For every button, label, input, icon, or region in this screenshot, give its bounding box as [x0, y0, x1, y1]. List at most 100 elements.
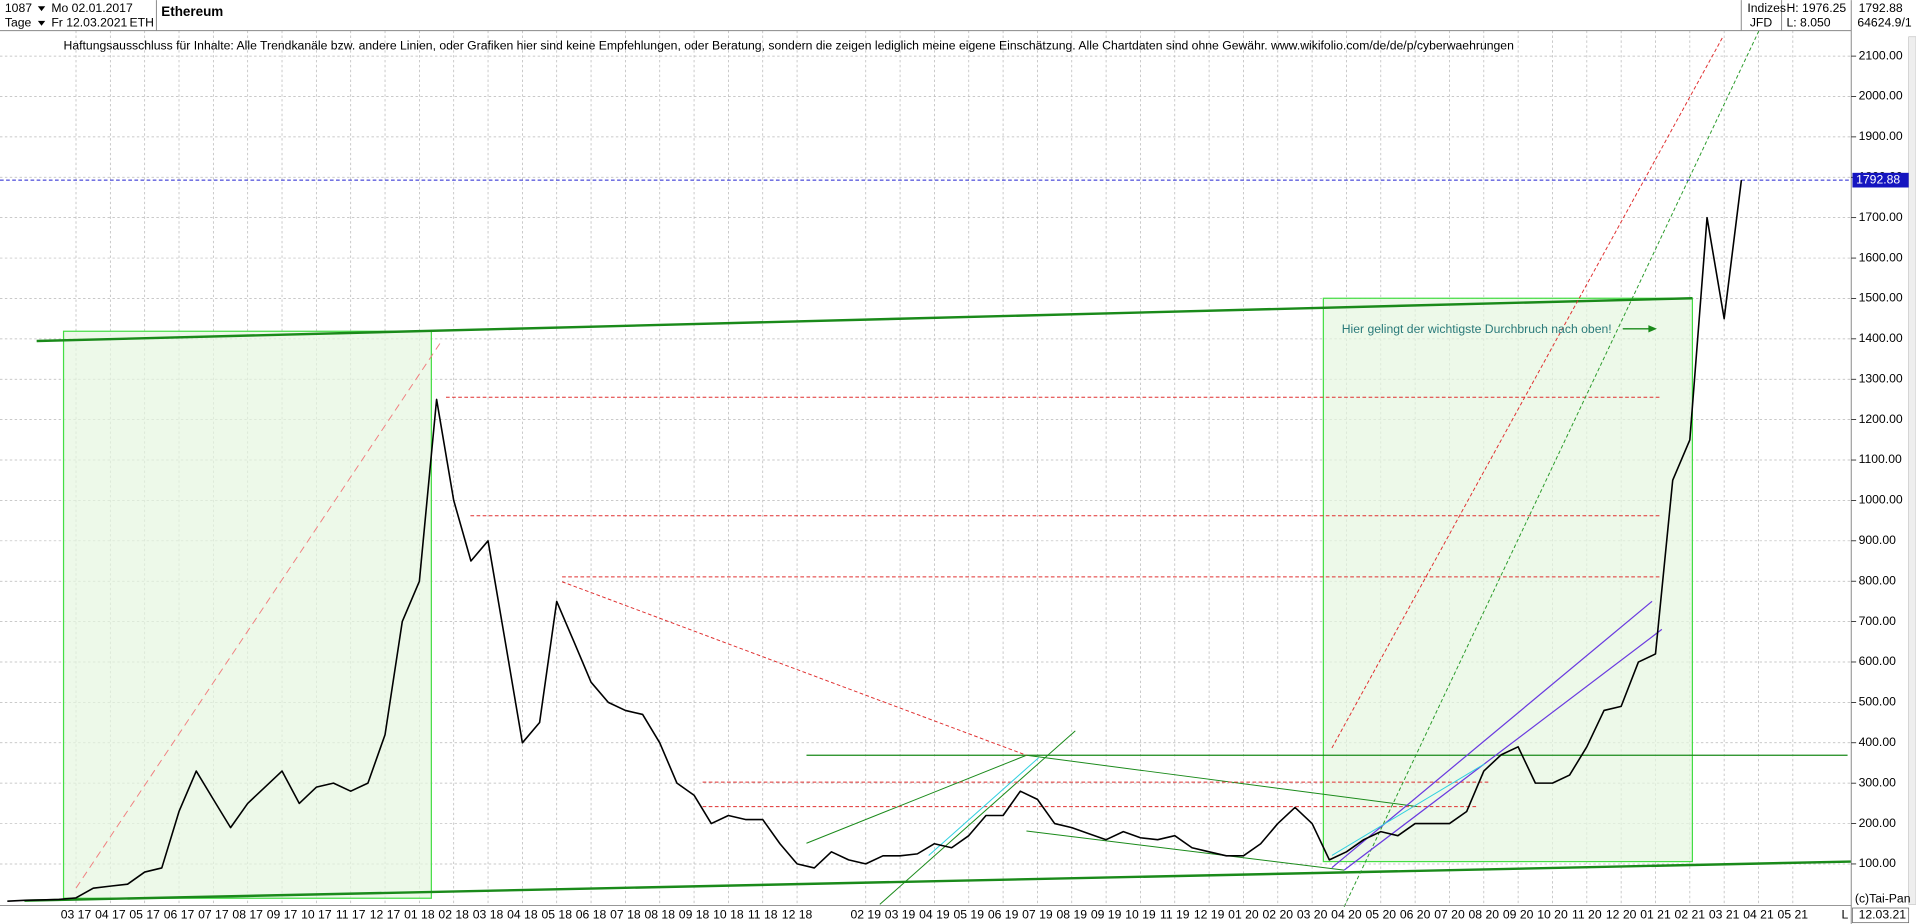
annotation-arrow-head: [1648, 325, 1657, 333]
group: Indizes: [1747, 1, 1786, 15]
chart-title: Ethereum: [161, 4, 223, 19]
end-date: Fr 12.03.2021: [51, 16, 127, 30]
x-tick-label: 06 18: [576, 908, 607, 922]
last-price-header: 1792.88: [1859, 1, 1903, 15]
last-price-marker: [1852, 172, 1909, 188]
x-tick-label: 07 19: [1022, 908, 1053, 922]
y-tick-label: 800.00: [1859, 573, 1897, 587]
x-tick-label: 07 18: [610, 908, 641, 922]
trend-line: [24, 860, 1852, 902]
x-tick-label: 05 19: [953, 908, 984, 922]
trend-line: [1331, 763, 1485, 856]
x-tick-label: 10 18: [713, 908, 744, 922]
y-tick-label: 1300.00: [1859, 371, 1903, 385]
x-tick-label: 04 19: [919, 908, 950, 922]
dropdown-arrow[interactable]: [37, 20, 46, 26]
x-tick-label: 12 17: [370, 908, 401, 922]
x-tick-label: 10 20: [1537, 908, 1568, 922]
trend-line: [806, 754, 1027, 844]
low: L: 8.050: [1786, 16, 1830, 30]
x-tick-label: 10 19: [1125, 908, 1156, 922]
x-tick-label: 09 20: [1503, 908, 1534, 922]
trend-line: [928, 757, 1039, 856]
x-tick-label: 08 20: [1469, 908, 1500, 922]
x-tick-label: 11 18: [748, 908, 778, 922]
trend-line: [1026, 830, 1345, 871]
x-tick-label: 05 17: [129, 908, 160, 922]
x-tick-label: 05 20: [1366, 908, 1397, 922]
x-tick-label: 02 19: [850, 908, 881, 922]
trend-box: [62, 330, 432, 899]
x-tick-label: 02 21: [1675, 908, 1706, 922]
volume: 64624.9/1: [1857, 16, 1912, 30]
y-tick-label: 400.00: [1859, 735, 1897, 749]
dropdown-arrow[interactable]: [37, 6, 46, 12]
copyright: (c)Tai-Pan: [1855, 892, 1911, 906]
x-tick-label: 03 18: [473, 908, 504, 922]
trend-box: [1322, 297, 1693, 863]
x-tick-label: 01 20: [1228, 908, 1259, 922]
x-tick-label: 07 20: [1434, 908, 1465, 922]
x-tick-label: 01 18: [404, 908, 435, 922]
y-tick-label: 1600.00: [1859, 250, 1903, 264]
trend-line: [1343, 628, 1663, 871]
y-tick-label: 200.00: [1859, 816, 1897, 830]
symbol: ETH: [130, 16, 154, 30]
x-tick-label: 08 19: [1056, 908, 1087, 922]
x-tick-label: 11 19: [1160, 908, 1190, 922]
x-tick-label: 04 17: [95, 908, 126, 922]
x-tick-label: 04 20: [1331, 908, 1362, 922]
y-tick-label: 2100.00: [1859, 48, 1903, 62]
trend-line: [879, 730, 1076, 905]
x-tick-label: 03 17: [61, 908, 92, 922]
trend-line: [36, 297, 1693, 343]
scale-mode: L: [1841, 908, 1848, 922]
x-tick-label: 01 21: [1640, 908, 1671, 922]
trend-line: [1026, 754, 1418, 808]
y-tick-label: 100.00: [1859, 856, 1897, 870]
y-tick-label: 300.00: [1859, 775, 1897, 789]
high: H: 1976.25: [1786, 1, 1846, 15]
scrollbar[interactable]: [1908, 36, 1916, 905]
x-tick-label: 03 21: [1709, 908, 1740, 922]
x-tick-label: 08 18: [644, 908, 675, 922]
date-box: [1852, 907, 1910, 924]
x-tick-label: 07 17: [198, 908, 229, 922]
x-tick-label: 04 21: [1743, 908, 1774, 922]
source: JFD: [1750, 16, 1773, 30]
x-tick-label: 11 20: [1572, 908, 1602, 922]
annotation: Hier gelingt der wichtigste Durchbruch n…: [1342, 322, 1612, 336]
price-line: [7, 180, 1743, 902]
trend-line: [1331, 36, 1724, 749]
y-tick-label: 1100.00: [1859, 452, 1902, 466]
y-tick-label: 2000.00: [1859, 89, 1903, 103]
x-tick-label: 04 18: [507, 908, 538, 922]
x-tick-label: 06 20: [1400, 908, 1431, 922]
period: Tage: [5, 16, 32, 30]
price-series: [0, 179, 1852, 902]
x-tick-label: 12 19: [1194, 908, 1225, 922]
y-tick-label: 1900.00: [1859, 129, 1903, 143]
x-tick-label: 05 18: [541, 908, 572, 922]
trend-line: [1343, 29, 1761, 907]
y-tick-label: 1200.00: [1859, 412, 1903, 426]
x-tick-label: 12 20: [1606, 908, 1637, 922]
y-tick-label: 700.00: [1859, 614, 1897, 628]
trend-line: [561, 581, 1027, 756]
x-tick-label: 09 19: [1091, 908, 1122, 922]
last-price-label: 1792.88: [1856, 172, 1900, 186]
x-tick-label: 08 17: [232, 908, 263, 922]
x-tick-label: 06 17: [164, 908, 195, 922]
y-tick-label: 1700.00: [1859, 210, 1903, 224]
x-tick-label: 09 18: [679, 908, 710, 922]
x-tick-label: 10 17: [301, 908, 332, 922]
bar-count: 1087: [5, 1, 32, 15]
y-tick-label: 500.00: [1859, 695, 1897, 709]
x-tick-label: 02 20: [1263, 908, 1294, 922]
disclaimer: Haftungsausschluss für Inhalte: Alle Tre…: [64, 39, 1514, 53]
x-tick-label: 02 18: [438, 908, 469, 922]
start-date: Mo 02.01.2017: [51, 1, 133, 15]
last-date: 12.03.21: [1859, 908, 1907, 922]
